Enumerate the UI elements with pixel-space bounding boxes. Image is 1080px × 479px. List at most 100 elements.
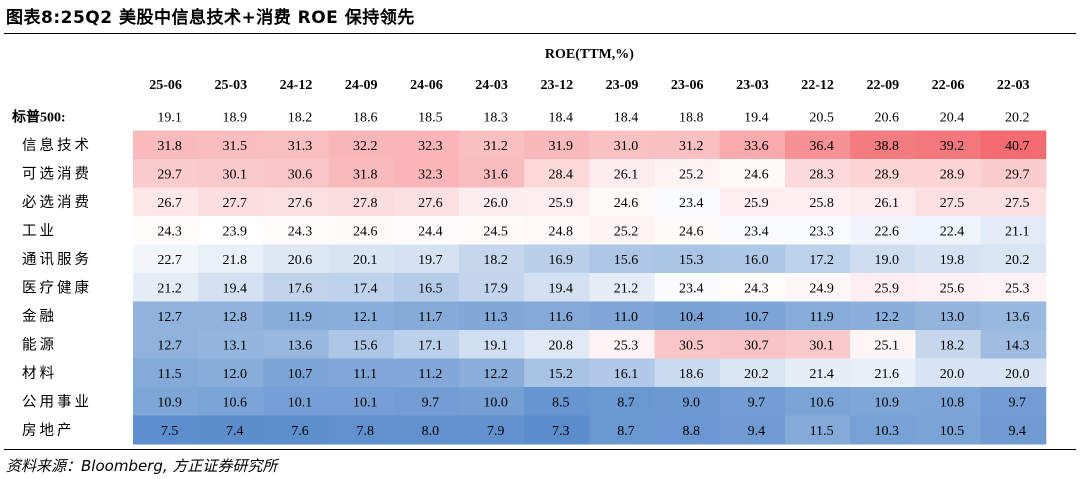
cell-value: 22.6 xyxy=(875,224,900,239)
heatmap-cell xyxy=(654,387,721,416)
cell-value: 9.7 xyxy=(748,395,766,410)
heatmap-cell xyxy=(980,387,1047,416)
cell-value: 26.7 xyxy=(157,196,182,211)
cell-value: 21.2 xyxy=(614,281,639,296)
heatmap-cell xyxy=(328,130,395,160)
cell-value: 10.6 xyxy=(223,395,248,410)
heatmap-cell xyxy=(719,415,786,445)
cell-value: 31.8 xyxy=(157,139,182,154)
cell-value: 24.5 xyxy=(483,224,508,239)
cell-value: 31.6 xyxy=(483,167,508,182)
heatmap-cell xyxy=(524,159,590,188)
heatmap-cell xyxy=(133,358,199,388)
heatmap-cell xyxy=(850,130,916,160)
cell-value: 20.2 xyxy=(744,367,769,382)
heatmap-cell xyxy=(915,415,982,445)
column-header: 24-03 xyxy=(475,78,508,93)
cell-value: 20.8 xyxy=(549,338,574,353)
cell-value: 23.3 xyxy=(809,224,834,239)
figure-title: 图表8:25Q2 美股中信息技术+消费 ROE 保持领先 xyxy=(6,8,415,28)
heatmap-cell xyxy=(850,273,916,302)
cell-value: 31.2 xyxy=(483,139,508,154)
heatmap-cell xyxy=(785,273,851,302)
heatmap-cell xyxy=(328,244,395,274)
cell-value: 12.1 xyxy=(353,310,378,325)
cell-value: 21.6 xyxy=(875,367,900,382)
title-divider xyxy=(4,33,1076,34)
heatmap-cell xyxy=(915,301,982,331)
row-label: 信息技术 xyxy=(22,137,92,154)
cell-value: 25.9 xyxy=(744,196,769,211)
row-label: 工业 xyxy=(22,222,57,239)
heatmap-cell xyxy=(133,330,199,359)
cell-value: 25.1 xyxy=(875,338,900,353)
heatmap-cell xyxy=(850,244,916,274)
heatmap-cell xyxy=(785,187,851,217)
cell-value: 8.7 xyxy=(617,395,635,410)
cell-value: 18.2 xyxy=(288,110,313,125)
cell-value: 31.0 xyxy=(614,139,639,154)
heatmap-cell xyxy=(198,159,264,188)
cell-value: 16.1 xyxy=(614,367,639,382)
cell-value: 33.6 xyxy=(744,139,769,154)
cell-value: 23.4 xyxy=(679,196,704,211)
cell-value: 8.0 xyxy=(422,424,440,439)
heatmap-cell xyxy=(393,159,460,188)
cell-value: 10.7 xyxy=(744,310,769,325)
cell-value: 9.0 xyxy=(682,395,700,410)
cell-value: 8.7 xyxy=(617,424,635,439)
cell-value: 19.7 xyxy=(418,253,443,268)
column-header: 23-03 xyxy=(736,78,769,93)
heatmap-cell xyxy=(459,301,525,331)
heatmap-cell xyxy=(980,358,1047,388)
heatmap-cell xyxy=(719,159,786,188)
heatmap-cell xyxy=(850,187,916,217)
cell-value: 16.9 xyxy=(549,253,574,268)
heatmap-cell xyxy=(785,330,851,359)
heatmap-cell xyxy=(263,159,330,188)
cell-value: 30.1 xyxy=(223,167,248,182)
cell-value: 19.0 xyxy=(875,253,900,268)
roe-heatmap: ROE(TTM,%) 25-06 25-03 24-12 24-09 24-06 24-03… xyxy=(11,47,1047,445)
cell-value: 20.6 xyxy=(875,110,900,125)
cell-value: 30.6 xyxy=(288,167,313,182)
heatmap-cell xyxy=(263,244,330,274)
heatmap-cell xyxy=(459,358,525,388)
heatmap-cell xyxy=(459,187,525,217)
cell-value: 13.1 xyxy=(223,338,248,353)
cell-value: 32.2 xyxy=(353,139,378,154)
column-header: 23-09 xyxy=(606,78,639,93)
cell-value: 12.7 xyxy=(157,310,182,325)
cell-value: 11.5 xyxy=(158,367,182,382)
heatmap-cell xyxy=(980,130,1047,160)
heatmap-cell xyxy=(263,301,330,331)
cell-value: 25.2 xyxy=(679,167,704,182)
cell-value: 18.4 xyxy=(614,110,639,125)
heatmap-cell xyxy=(524,330,590,359)
heatmap-cell xyxy=(785,301,851,331)
cell-value: 27.6 xyxy=(288,196,313,211)
heatmap-cell xyxy=(654,244,721,274)
cell-value: 25.2 xyxy=(614,224,639,239)
row-label: 材料 xyxy=(22,365,57,382)
cell-value: 25.3 xyxy=(1005,281,1030,296)
heatmap-cell xyxy=(589,216,656,245)
heatmap-cell xyxy=(459,244,525,274)
row-label: 标普500: xyxy=(11,108,66,125)
cell-value: 10.6 xyxy=(809,395,834,410)
cell-value: 10.7 xyxy=(288,367,313,382)
heatmap-cell xyxy=(850,301,916,331)
heatmap-cell xyxy=(328,387,395,416)
heatmap-cell xyxy=(654,130,721,160)
row-label: 必选消费 xyxy=(22,194,92,211)
heatmap-cell xyxy=(589,301,656,331)
cell-value: 10.0 xyxy=(483,395,508,410)
cell-value: 28.9 xyxy=(875,167,900,182)
heatmap-cell xyxy=(133,159,199,188)
heatmap-cell xyxy=(263,130,330,160)
cell-value: 15.2 xyxy=(549,367,574,382)
heatmap-cell xyxy=(785,244,851,274)
heatmap-cell xyxy=(850,330,916,359)
heatmap-cell xyxy=(133,216,199,245)
heatmap-cell xyxy=(589,358,656,388)
